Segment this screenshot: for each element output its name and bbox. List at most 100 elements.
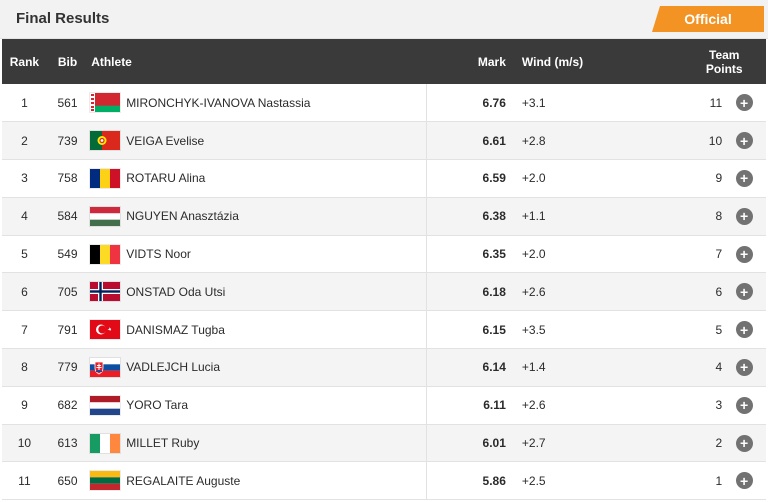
flag-irl-icon bbox=[90, 433, 121, 453]
table-row[interactable]: 4 584 NGUYEN Anasztázia 6.38 +1.1 8 + bbox=[2, 197, 766, 236]
expand-row-button[interactable]: + bbox=[722, 386, 766, 424]
mark-cell: 6.35 bbox=[425, 235, 514, 273]
rank-cell: 1 bbox=[21, 95, 28, 110]
rank-cell: 10 bbox=[17, 436, 32, 451]
team-points-cell: 4 bbox=[715, 360, 723, 375]
table-row[interactable]: 10 613 MILLET Ruby 6.01 +2.7 2 + bbox=[2, 424, 766, 462]
bib-cell: 549 bbox=[57, 247, 78, 262]
wind-cell: +2.6 bbox=[521, 284, 546, 299]
table-row[interactable]: 7 791 DANISMAZ Tugba 6.15 +3.5 5 + bbox=[2, 310, 766, 349]
expand-row-button[interactable]: + bbox=[722, 160, 766, 198]
table-row[interactable]: 8 779 VADLEJCH Lucia 6.14 +1.4 4 + bbox=[2, 348, 766, 387]
athlete-name[interactable]: ROTARU Alina bbox=[126, 171, 206, 186]
athlete-cell[interactable]: MIRONCHYK-IVANOVA Nastassia bbox=[88, 84, 426, 122]
athlete-cell[interactable]: VEIGA Evelise bbox=[88, 122, 426, 160]
bib-cell: 779 bbox=[57, 360, 78, 375]
table-row[interactable]: 9 682 YORO Tara 6.11 +2.6 3 + bbox=[2, 386, 766, 425]
athlete-cell[interactable]: MILLET Ruby bbox=[88, 424, 426, 462]
plus-icon[interactable]: + bbox=[735, 207, 753, 225]
table-row[interactable]: 5 549 VIDTS Noor 6.35 +2.0 7 + bbox=[2, 235, 766, 273]
table-row[interactable]: 1 561 MIRONCHYK-IVANOVA Nastassia 6.76 +… bbox=[2, 84, 766, 122]
rank-cell: 6 bbox=[21, 284, 28, 299]
plus-icon[interactable]: + bbox=[735, 321, 753, 339]
column-header-athlete[interactable]: Athlete bbox=[91, 54, 132, 69]
team-points-cell: 1 bbox=[715, 473, 723, 488]
mark-cell: 6.76 bbox=[425, 84, 514, 122]
rank-cell: 11 bbox=[18, 473, 31, 488]
results-header: Final Results Official bbox=[0, 0, 768, 39]
plus-icon[interactable]: + bbox=[735, 132, 753, 150]
expand-row-button[interactable]: + bbox=[722, 235, 766, 273]
wind-cell: +2.0 bbox=[521, 171, 546, 186]
table-header-row: Rank Bib Athlete Mark Wind (m/s) Team Po… bbox=[2, 39, 766, 84]
plus-icon[interactable]: + bbox=[735, 245, 753, 263]
plus-icon[interactable]: + bbox=[735, 94, 753, 112]
rank-cell: 7 bbox=[21, 322, 28, 337]
team-points-cell: 6 bbox=[715, 284, 723, 299]
bib-cell: 791 bbox=[57, 322, 78, 337]
plus-icon[interactable]: + bbox=[735, 434, 753, 452]
athlete-name[interactable]: VEIGA Evelise bbox=[126, 133, 205, 148]
athlete-cell[interactable]: VIDTS Noor bbox=[88, 235, 426, 273]
wind-cell: +2.5 bbox=[521, 473, 546, 488]
column-header-rank[interactable]: Rank bbox=[9, 54, 40, 69]
mark-cell: 6.38 bbox=[425, 197, 514, 236]
athlete-name[interactable]: VADLEJCH Lucia bbox=[126, 360, 221, 375]
athlete-name[interactable]: YORO Tara bbox=[126, 398, 188, 413]
athlete-name[interactable]: VIDTS Noor bbox=[126, 247, 191, 262]
mark-cell: 6.59 bbox=[425, 159, 514, 198]
athlete-name[interactable]: NGUYEN Anasztázia bbox=[126, 209, 239, 224]
flag-ltu-icon bbox=[90, 471, 121, 491]
mark-cell: 6.11 bbox=[425, 386, 514, 425]
column-header-mark[interactable]: Mark bbox=[477, 54, 506, 69]
expand-row-button[interactable]: + bbox=[722, 197, 766, 235]
expand-row-button[interactable]: + bbox=[722, 311, 766, 349]
table-row[interactable]: 6 705 ONSTAD Oda Utsi 6.18 +2.6 6 + bbox=[2, 272, 766, 311]
expand-row-button[interactable]: + bbox=[722, 424, 766, 462]
athlete-name[interactable]: MIRONCHYK-IVANOVA Nastassia bbox=[126, 95, 311, 110]
athlete-name[interactable]: MILLET Ruby bbox=[126, 436, 200, 451]
bib-cell: 613 bbox=[57, 436, 78, 451]
table-row[interactable]: 2 739 VEIGA Evelise 6.61 +2.8 10 + bbox=[2, 121, 766, 160]
plus-icon[interactable]: + bbox=[735, 283, 753, 301]
athlete-cell[interactable]: VADLEJCH Lucia bbox=[88, 349, 426, 387]
mark-cell: 6.15 bbox=[425, 310, 514, 349]
plus-icon[interactable]: + bbox=[735, 396, 753, 414]
expand-row-button[interactable]: + bbox=[722, 122, 766, 160]
team-points-line2: Points bbox=[705, 61, 743, 76]
mark-cell: 6.01 bbox=[425, 424, 514, 462]
flag-blr-icon bbox=[90, 93, 121, 113]
expand-row-button[interactable]: + bbox=[722, 349, 766, 387]
bib-cell: 561 bbox=[57, 95, 78, 110]
column-header-wind[interactable]: Wind (m/s) bbox=[521, 54, 584, 69]
wind-cell: +2.7 bbox=[521, 436, 546, 451]
plus-icon[interactable]: + bbox=[735, 472, 753, 490]
column-header-bib[interactable]: Bib bbox=[57, 54, 78, 69]
athlete-name[interactable]: REGALAITE Auguste bbox=[126, 473, 241, 488]
rank-cell: 8 bbox=[21, 360, 28, 375]
mark-cell: 5.86 bbox=[425, 461, 514, 500]
table-row[interactable]: 11 650 REGALAITE Auguste 5.86 +2.5 1 + bbox=[2, 461, 766, 500]
page-title: Final Results bbox=[16, 10, 110, 27]
athlete-cell[interactable]: ROTARU Alina bbox=[88, 160, 426, 198]
expand-row-button[interactable]: + bbox=[722, 273, 766, 311]
table-row[interactable]: 3 758 ROTARU Alina 6.59 +2.0 9 + bbox=[2, 159, 766, 198]
rank-cell: 9 bbox=[21, 398, 28, 413]
athlete-cell[interactable]: ONSTAD Oda Utsi bbox=[88, 273, 426, 311]
column-header-team-points[interactable]: Team Points bbox=[622, 39, 766, 84]
expand-row-button[interactable]: + bbox=[722, 84, 766, 122]
bib-cell: 650 bbox=[57, 473, 78, 488]
wind-cell: +3.1 bbox=[521, 95, 546, 110]
athlete-cell[interactable]: YORO Tara bbox=[88, 386, 426, 424]
bib-cell: 705 bbox=[57, 284, 78, 299]
athlete-cell[interactable]: NGUYEN Anasztázia bbox=[88, 197, 426, 235]
athlete-cell[interactable]: DANISMAZ Tugba bbox=[88, 311, 426, 349]
plus-icon[interactable]: + bbox=[735, 358, 753, 376]
expand-row-button[interactable]: + bbox=[722, 462, 766, 500]
athlete-name[interactable]: ONSTAD Oda Utsi bbox=[126, 284, 226, 299]
plus-icon[interactable]: + bbox=[735, 169, 753, 187]
team-points-cell: 3 bbox=[715, 398, 723, 413]
athlete-name[interactable]: DANISMAZ Tugba bbox=[126, 322, 225, 337]
athlete-cell[interactable]: REGALAITE Auguste bbox=[88, 462, 426, 500]
